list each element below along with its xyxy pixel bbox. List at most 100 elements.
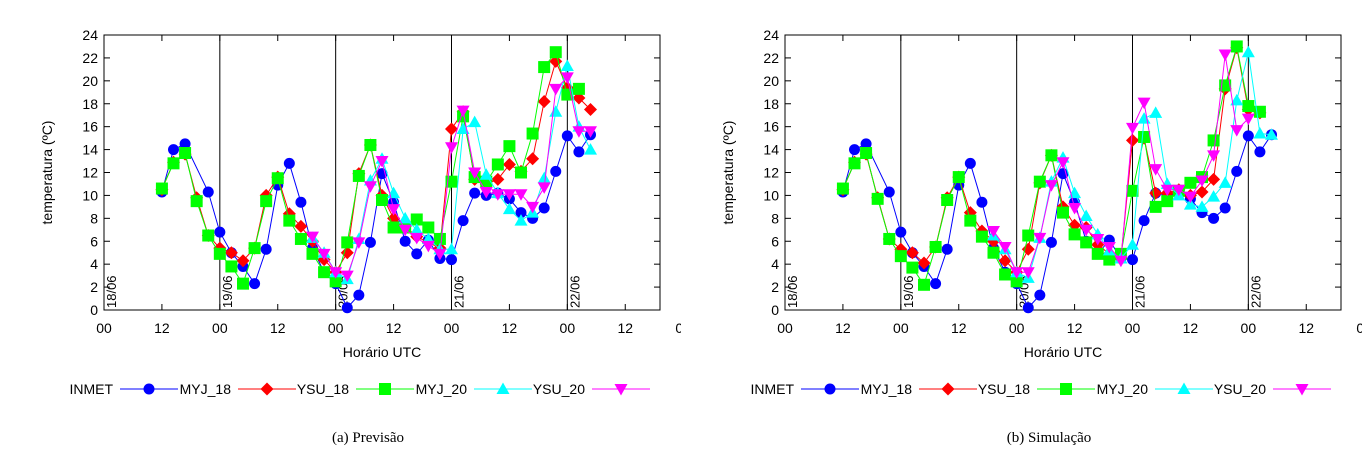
data-point [306,231,319,244]
legend-marker [824,383,836,395]
data-point [387,204,401,216]
y-tick-label: 0 [771,302,779,318]
data-point [584,126,597,138]
data-point [422,221,435,234]
data-point [560,59,574,71]
data-point [941,194,954,206]
x-tick-label: 12 [951,320,967,336]
data-point [1149,164,1163,176]
series-ysu-20 [987,49,1255,279]
data-point [1068,203,1082,215]
day-label: 22/06 [1248,275,1263,308]
legend-label: INMET [750,381,794,397]
data-point [363,181,377,193]
data-point [491,189,505,201]
series-ysu-20 [306,72,597,283]
data-point [848,157,861,170]
x-tick-label: 00 [212,320,228,336]
data-point [515,207,527,219]
data-point [1091,233,1105,246]
x-tick-label: 12 [1067,320,1083,336]
data-point [1242,100,1255,113]
data-point [457,215,469,227]
data-point [1172,184,1186,197]
y-tick-label: 16 [763,119,779,135]
y-tick-label: 8 [90,210,98,226]
data-point [537,182,551,194]
data-point [894,250,907,263]
data-point [1056,157,1070,169]
data-point [1195,185,1209,199]
data-point [445,242,458,255]
x-tick-label: 00 [1009,320,1025,336]
y-axis-label: temperatura (ºC) [720,121,736,225]
data-point [572,126,586,138]
data-point [352,169,365,182]
data-point [976,196,988,208]
day-label: 18/06 [785,275,800,308]
legend-label: YSU_20 [533,381,585,397]
y-tick-label: 14 [763,142,779,158]
data-point [1068,228,1081,241]
y-tick-label: 18 [763,96,779,112]
data-point [1079,224,1093,237]
data-point [526,152,540,166]
data-point [190,195,203,208]
y-tick-label: 10 [763,187,779,203]
data-point [998,254,1012,268]
data-point [271,172,284,185]
data-point [584,143,597,155]
data-point [375,156,389,168]
x-tick-label: 00 [675,320,681,336]
data-point [468,115,482,128]
data-point [1241,45,1255,58]
legend-marker [1177,382,1191,394]
data-point [1080,236,1093,249]
legend-label: MYJ_20 [1097,381,1149,397]
data-point [514,214,528,226]
x-tick-label: 12 [502,320,518,336]
data-point [283,157,295,169]
data-point [411,248,423,260]
data-point [1127,254,1138,266]
data-point [341,236,354,249]
data-point [352,237,366,249]
y-tick-label: 22 [82,50,98,66]
data-point [1208,212,1220,224]
legend-marker [379,383,391,395]
data-point [317,248,331,261]
data-point [1265,128,1278,140]
data-point [1010,267,1024,279]
data-point [502,157,516,171]
data-point [398,211,412,224]
x-tick-label: 00 [444,320,460,336]
data-point [179,138,191,150]
data-point [1010,275,1023,288]
data-point [260,195,273,208]
legend-marker [1295,384,1309,396]
x-tick-label: 12 [270,320,286,336]
data-point [930,278,942,290]
data-point [1103,253,1116,266]
data-point [918,278,930,291]
data-point [871,192,884,205]
legend-label: MYJ_20 [416,381,468,397]
data-point [860,147,873,160]
data-point [214,226,226,238]
data-point [1057,168,1069,180]
data-point [398,224,412,237]
data-point [1033,175,1046,188]
y-tick-label: 6 [771,233,779,249]
data-point [213,247,226,260]
data-point [237,277,249,290]
data-point [964,157,976,169]
data-point [225,260,238,273]
data-point [1137,97,1151,110]
data-point [340,246,354,260]
x-tick-label: 00 [777,320,793,336]
data-point [917,256,931,270]
data-point [999,268,1012,281]
data-point [1044,180,1058,192]
data-point [538,61,551,74]
data-point [1057,206,1069,219]
